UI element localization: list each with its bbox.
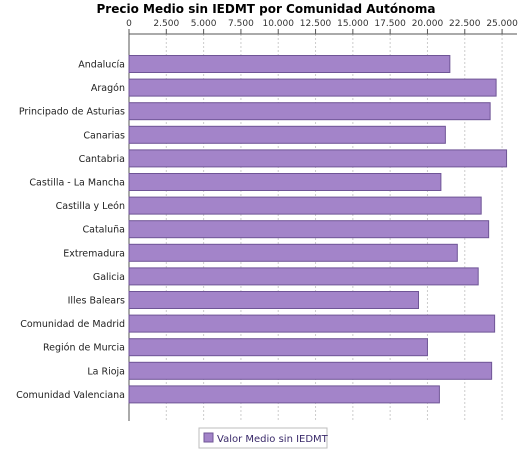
bar bbox=[128, 220, 490, 239]
legend: Valor Medio sin IEDMT bbox=[198, 427, 329, 449]
bar bbox=[128, 125, 446, 144]
category-label: Canarias bbox=[83, 130, 125, 141]
bar bbox=[128, 338, 428, 357]
bar bbox=[128, 314, 496, 333]
x-tick-label: 20.000 bbox=[412, 19, 444, 29]
bar bbox=[128, 243, 458, 262]
category-label: La Rioja bbox=[87, 366, 125, 377]
category-label: Andalucía bbox=[78, 60, 125, 71]
legend-label: Valor Medio sin IEDMT bbox=[217, 434, 329, 445]
bar bbox=[128, 78, 497, 97]
x-tick-label: 5.000 bbox=[191, 19, 217, 29]
category-label: Extremadura bbox=[63, 248, 125, 259]
category-label: Región de Murcia bbox=[43, 343, 125, 354]
bars bbox=[128, 55, 508, 404]
legend-frame bbox=[198, 427, 328, 449]
bar bbox=[128, 102, 491, 121]
x-tick-label: 22.500 bbox=[449, 19, 481, 29]
bar bbox=[128, 291, 420, 309]
category-label: Comunidad de Madrid bbox=[20, 319, 125, 330]
bar bbox=[128, 196, 482, 215]
x-tick-label: 12.500 bbox=[300, 19, 332, 29]
x-tick-label: 0 bbox=[126, 19, 132, 29]
category-label: Galicia bbox=[93, 272, 125, 283]
bar bbox=[128, 55, 451, 73]
category-label: Cataluña bbox=[82, 225, 125, 236]
x-tick-label: 25.000 bbox=[486, 19, 518, 29]
category-label: Principado de Asturias bbox=[19, 107, 125, 118]
x-tick-label: 7.500 bbox=[228, 19, 254, 29]
category-label: Cantabria bbox=[79, 154, 125, 165]
bar bbox=[128, 385, 440, 404]
legend-swatch bbox=[203, 432, 214, 443]
category-label: Castilla - La Mancha bbox=[29, 178, 125, 189]
x-tick-label: 2.500 bbox=[153, 19, 179, 29]
category-label: Illes Balears bbox=[68, 296, 125, 307]
bar bbox=[128, 149, 508, 168]
bar bbox=[128, 173, 442, 191]
chart-title: Precio Medio sin IEDMT por Comunidad Aut… bbox=[97, 2, 436, 16]
bar bbox=[128, 361, 493, 380]
x-tick-label: 15.000 bbox=[337, 19, 369, 29]
x-tick-label: 10.000 bbox=[262, 19, 294, 29]
category-label: Castilla y León bbox=[56, 201, 125, 212]
category-label: Comunidad Valenciana bbox=[16, 390, 125, 401]
bar bbox=[128, 267, 479, 286]
category-labels: Andalucía Aragón Principado de Asturias Can… bbox=[16, 60, 125, 401]
category-label: Aragón bbox=[91, 83, 125, 94]
x-tick-label: 17.500 bbox=[374, 19, 406, 29]
